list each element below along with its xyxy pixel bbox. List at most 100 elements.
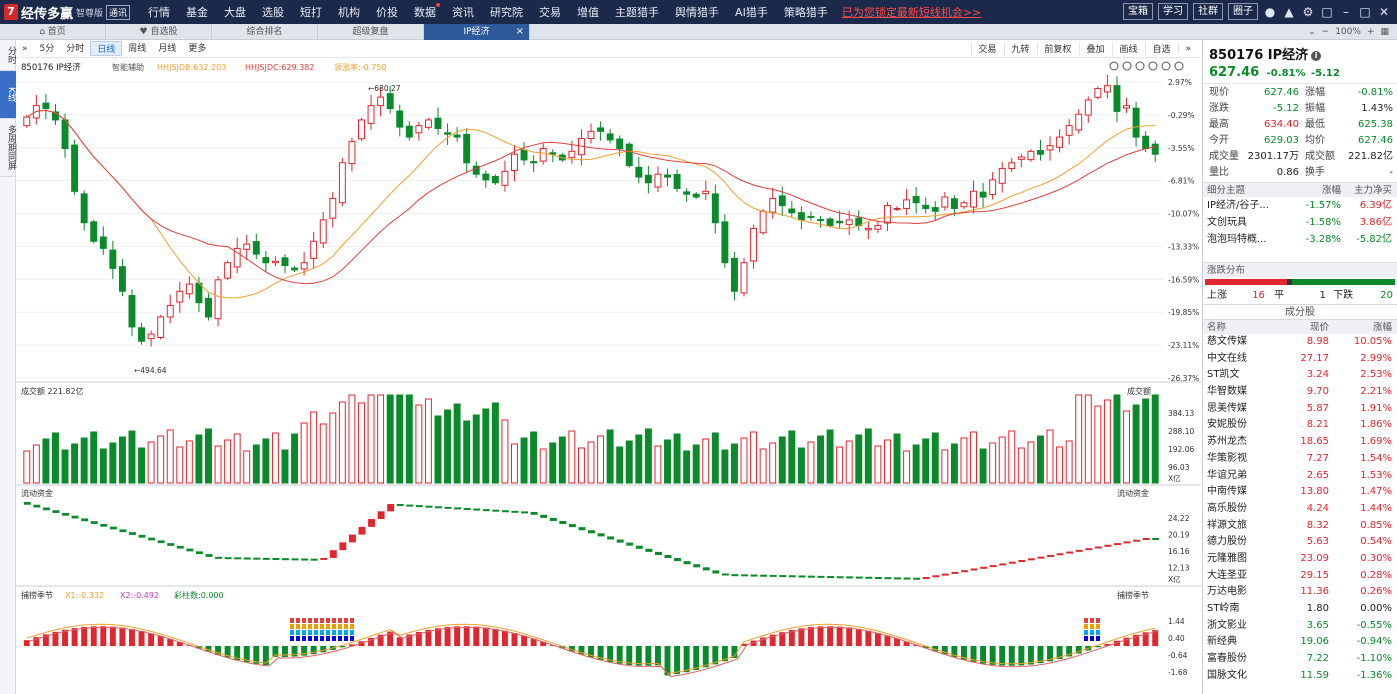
menu-item-8[interactable]: 资讯 (452, 6, 475, 19)
menu-item-10[interactable]: 交易 (539, 6, 562, 19)
component-row[interactable]: 万达电影 11.36 0.26% (1203, 584, 1397, 601)
menu-item-7[interactable]: 数据 (406, 3, 444, 20)
component-row[interactable]: 安妮股份 8.21 1.86% (1203, 417, 1397, 434)
candle (1103, 85, 1111, 93)
close-icon[interactable]: ✕ (1378, 4, 1390, 19)
close-icon[interactable] (1174, 61, 1184, 71)
chevron-down-icon[interactable]: ⌄ (1308, 27, 1316, 37)
component-row[interactable]: 德力股份 5.63 0.54% (1203, 534, 1397, 551)
component-row[interactable]: 大连圣亚 29.15 0.28% (1203, 568, 1397, 585)
menu-item-11[interactable]: 增值 (577, 6, 600, 19)
minimize-icon[interactable]: – (1343, 4, 1349, 19)
component-row[interactable]: 中南传媒 13.80 1.47% (1203, 484, 1397, 501)
zoom-in-icon[interactable]: + (1366, 27, 1375, 37)
period-2[interactable]: 多周期同屏 (0, 119, 16, 177)
component-price: 11.59 (1300, 669, 1329, 681)
component-row[interactable]: ST岭南 1.80 0.00% (1203, 601, 1397, 618)
toolbar-2[interactable]: 日线 (90, 41, 123, 56)
expand-icon[interactable]: » (1178, 43, 1197, 54)
period-1[interactable]: K线 (0, 71, 16, 119)
tab-3[interactable]: 超级复盘 (318, 23, 424, 40)
component-row[interactable]: 富春股份 7.22 -1.10% (1203, 651, 1397, 668)
signal-block (320, 630, 324, 635)
treasure-button[interactable]: 宝箱 (1123, 3, 1153, 20)
user-icon[interactable]: ● (1264, 4, 1276, 19)
circle-button[interactable]: 圈子 (1228, 3, 1258, 20)
component-row[interactable]: 慈文传媒 8.98 10.05% (1203, 334, 1397, 351)
menu-item-1[interactable]: 基金 (186, 6, 209, 19)
component-row[interactable]: 高乐股份 4.24 1.44% (1203, 501, 1397, 518)
promo-link[interactable]: 已为您锁定最新短线机会>> (841, 6, 982, 19)
menu-item-14[interactable]: AI猎手 (735, 6, 768, 19)
bell-icon[interactable]: ▲ (1284, 4, 1294, 19)
toolbar-right-3[interactable]: 叠加 (1079, 42, 1110, 55)
component-row[interactable]: 华谊兄弟 2.65 1.53% (1203, 468, 1397, 485)
signal-block (320, 618, 324, 623)
tab-2[interactable]: 综合排名 (212, 23, 318, 40)
component-row[interactable]: 元隆雅图 23.09 0.30% (1203, 551, 1397, 568)
zoom-out-icon[interactable]: − (1321, 27, 1330, 37)
learn-button[interactable]: 学习 (1158, 3, 1188, 20)
component-row[interactable]: 新经典 19.06 -0.94% (1203, 634, 1397, 651)
menu-item-13[interactable]: 舆情猎手 (675, 6, 720, 19)
info-icon[interactable]: i (1311, 51, 1322, 61)
flow-segment (769, 574, 777, 577)
theme-row[interactable]: 文创玩具 -1.58% 3.86亿 (1203, 214, 1397, 231)
component-row[interactable]: 中文在线 27.17 2.99% (1203, 351, 1397, 368)
toolbar-right-2[interactable]: 前复权 (1037, 42, 1077, 55)
close-tab-icon[interactable]: × (515, 25, 524, 37)
component-row[interactable]: 华策影视 7.27 1.54% (1203, 451, 1397, 468)
toolbar-4[interactable]: 月线 (158, 44, 177, 54)
toolbar-right-1[interactable]: 九转 (1004, 42, 1035, 55)
menu-item-12[interactable]: 主题猎手 (615, 6, 660, 19)
toolbar-right-4[interactable]: 画线 (1112, 42, 1143, 55)
toolbar-5[interactable]: 更多 (188, 44, 207, 54)
chart-svg[interactable]: 850176 IP经济 智能辅助 HHJSJDB:632.203 HHJSJDC:62… (16, 58, 1201, 694)
component-row[interactable]: 浙文影业 3.65 -0.55% (1203, 618, 1397, 635)
minus-icon[interactable] (1135, 61, 1145, 71)
volume-bar (157, 435, 165, 484)
help-icon[interactable] (1161, 61, 1171, 71)
menu-item-15[interactable]: 策略猎手 (783, 6, 828, 19)
toolbar-right-5[interactable]: 自选 (1145, 42, 1176, 55)
gear-icon[interactable]: ⚙ (1302, 4, 1314, 19)
refresh-icon[interactable] (1109, 61, 1119, 71)
toolbar-1[interactable]: 分时 (66, 44, 85, 54)
toolbar-3[interactable]: 周线 (128, 44, 147, 54)
period-0[interactable]: 分时 (0, 40, 16, 71)
menu-item-0[interactable]: 行情 (148, 6, 171, 19)
component-row[interactable]: 思美传媒 5.87 1.91% (1203, 401, 1397, 418)
add-icon[interactable] (1122, 61, 1132, 71)
candle (415, 125, 423, 134)
component-row[interactable]: 祥源文旅 8.32 0.85% (1203, 518, 1397, 535)
toolbar-0[interactable]: 5分 (39, 44, 55, 54)
community-button[interactable]: 社群 (1193, 3, 1223, 20)
theme-row[interactable]: 泡泡玛特概... -3.28% -5.82亿 (1203, 231, 1397, 248)
flow-segment (291, 558, 299, 561)
component-row[interactable]: ST凯文 3.24 2.53% (1203, 367, 1397, 384)
toolbar-right-0[interactable]: 交易 (971, 42, 1002, 55)
tab-0[interactable]: ⌂ 首页 (0, 23, 106, 40)
window-icon[interactable]: □ (1321, 4, 1333, 19)
settings-icon[interactable] (1148, 61, 1158, 71)
component-row[interactable]: 国脉文化 11.59 -1.36% (1203, 668, 1397, 685)
menu-item-5[interactable]: 机构 (338, 6, 361, 19)
season-bar (1056, 646, 1063, 660)
stock-name: 850176 IP经济 i (1203, 40, 1397, 63)
menu-item-2[interactable]: 大盘 (224, 6, 247, 19)
menu-item-9[interactable]: 研究院 (490, 6, 524, 19)
menu-item-3[interactable]: 选股 (262, 6, 285, 19)
theme-row[interactable]: IP经济/谷子... -1.57% 6.39亿 (1203, 197, 1397, 214)
tab-4[interactable]: IP经济 × (424, 23, 530, 40)
collapse-icon[interactable]: » (22, 43, 28, 54)
maximize-icon[interactable]: □ (1359, 4, 1371, 19)
chart-area[interactable]: 850176 IP经济 智能辅助 HHJSJDB:632.203 HHJSJDC:62… (16, 58, 1201, 694)
component-row[interactable]: 华智数媒 9.70 2.21% (1203, 384, 1397, 401)
component-row[interactable]: 苏州龙杰 18.65 1.69% (1203, 434, 1397, 451)
tab-1[interactable]: ♥ 自选股 (106, 23, 212, 40)
app-logo[interactable]: 7 经传多赢 智尊版 通讯 (0, 0, 134, 24)
menu-item-6[interactable]: 价投 (376, 6, 399, 19)
layout-icon[interactable]: ▦ (1380, 27, 1389, 37)
version-badge[interactable]: 通讯 (106, 4, 131, 20)
menu-item-4[interactable]: 短打 (300, 6, 323, 19)
